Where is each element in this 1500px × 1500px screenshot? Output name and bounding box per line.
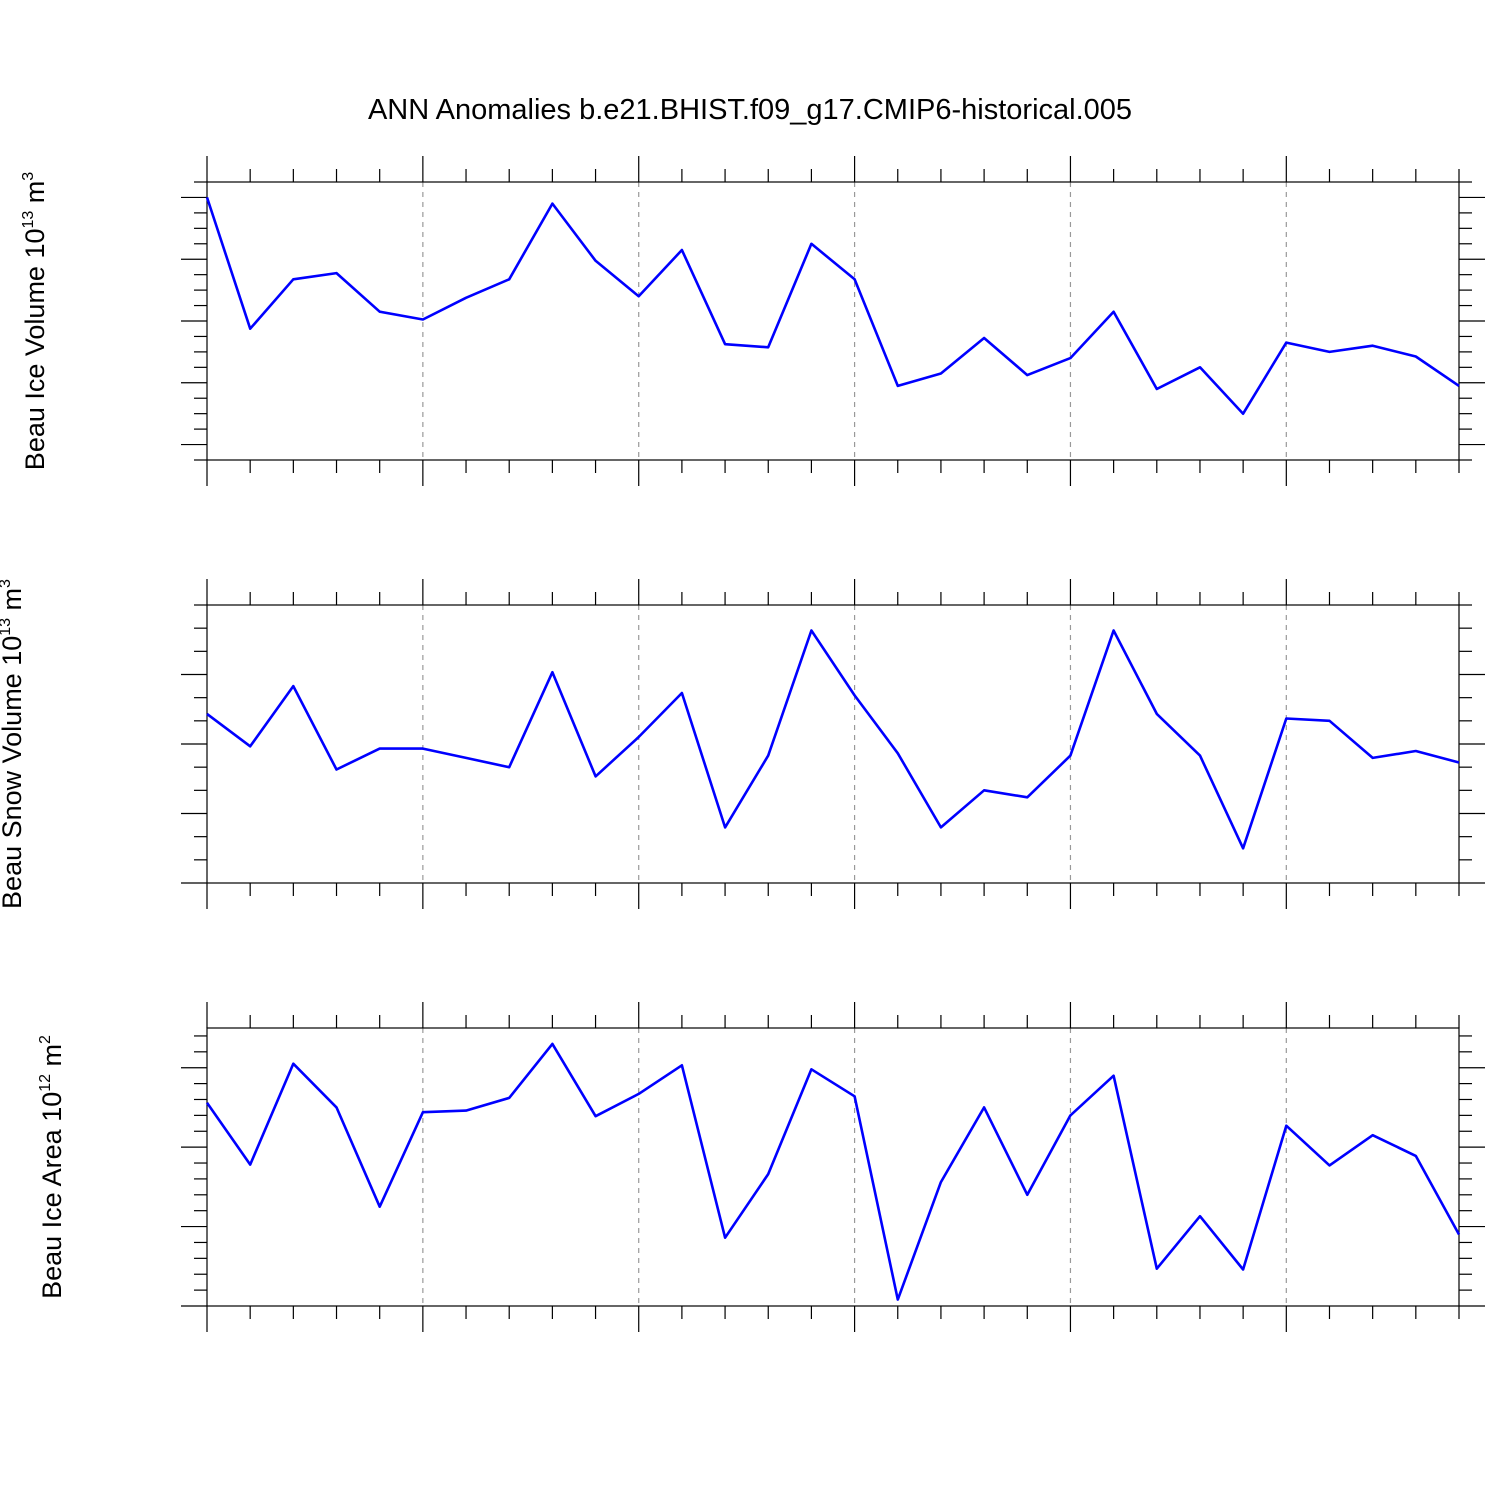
main-title: ANN Anomalies b.e21.BHIST.f09_g17.CMIP6-…: [368, 94, 1132, 126]
y-axis-label-superscript: 3: [0, 579, 14, 588]
data-line-2: [206, 629, 1460, 850]
plot-frame-3: [206, 1027, 1460, 1307]
y-axis-label: Beau Snow Volume 1013 m3: [0, 579, 27, 909]
data-line-3: [205, 1042, 1461, 1301]
y-axis-label-text: Beau Snow Volume 10: [0, 636, 27, 909]
y-axis-label-superscript: 2: [37, 1035, 54, 1044]
y-axis-label-superscript: 13: [20, 211, 37, 229]
y-axis-label-superscript: 3: [20, 172, 37, 181]
y-axis-label-text: m: [20, 181, 50, 211]
y-axis-label: Beau Ice Area 1012 m2: [37, 1035, 67, 1299]
y-axis-label-text: Beau Ice Area 10: [37, 1092, 67, 1299]
y-axis-label-text: m: [37, 1044, 67, 1074]
y-axis-label-superscript: 13: [0, 618, 14, 636]
data-line-1: [205, 196, 1460, 416]
plot-frame-1: [206, 181, 1460, 461]
y-axis-label-text: m: [0, 588, 27, 618]
y-axis-label: Beau Ice Volume 1013 m3: [20, 172, 50, 470]
plot-frame-2: [206, 604, 1460, 884]
y-axis-label-superscript: 12: [37, 1074, 54, 1092]
y-axis-label-text: Beau Ice Volume 10: [20, 229, 50, 471]
